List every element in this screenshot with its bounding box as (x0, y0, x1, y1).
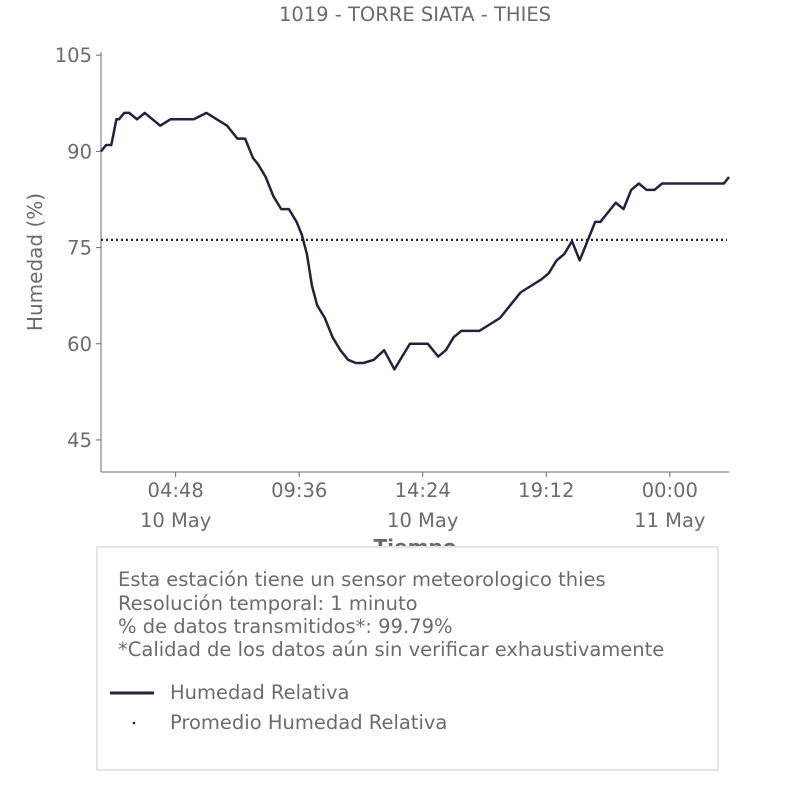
y-tick-label: 45 (67, 429, 92, 452)
humidity-series-line (100, 111, 730, 371)
y-axis: 45 60 75 90 105 (55, 44, 102, 472)
x-tick-label-date: 11 May (634, 509, 705, 532)
x-tick-label-date: 10 May (387, 509, 458, 532)
y-tick-label: 75 (67, 237, 92, 260)
x-tick-label-date: 10 May (140, 509, 211, 532)
legend-label-humidity: Humedad Relativa (170, 681, 350, 704)
info-line-quality: *Calidad de los datos aún sin verificar … (118, 638, 665, 661)
x-axis: 04:48 10 May 09:36 14:24 10 May 19:12 00:00 11 … (101, 471, 729, 532)
x-tick-label-time: 09:36 (271, 479, 327, 502)
legend-solid-line-icon (110, 691, 154, 695)
x-tick-label-time: 19:12 (518, 479, 574, 502)
info-line-resolution: Resolución temporal: 1 minuto (118, 592, 418, 615)
info-line-station: Esta estación tiene un sensor meteorolog… (118, 568, 606, 591)
info-line-transmitted: % de datos transmitidos*: 99.79% (118, 615, 453, 638)
chart-title: 1019 - TORRE SIATA - THIES (279, 3, 551, 26)
legend-label-average: Promedio Humedad Relativa (170, 711, 448, 734)
legend-dotted-line-icon (132, 721, 136, 725)
y-tick-label: 60 (67, 333, 92, 356)
x-tick-label-time: 14:24 (395, 479, 451, 502)
legend-item-average: Promedio Humedad Relativa (110, 711, 610, 735)
y-tick-label: 90 (67, 140, 92, 163)
info-legend-box: Esta estación tiene un sensor meteorolog… (96, 546, 719, 771)
legend-item-humidity: Humedad Relativa (110, 681, 610, 705)
x-tick-label-time: 04:48 (148, 479, 204, 502)
y-tick-label: 105 (55, 44, 92, 67)
y-axis-label: Humedad (%) (23, 193, 47, 331)
humidity-chart: 1019 - TORRE SIATA - THIES 45 60 75 90 105 0… (23, 3, 730, 559)
x-tick-label-time: 00:00 (642, 479, 698, 502)
